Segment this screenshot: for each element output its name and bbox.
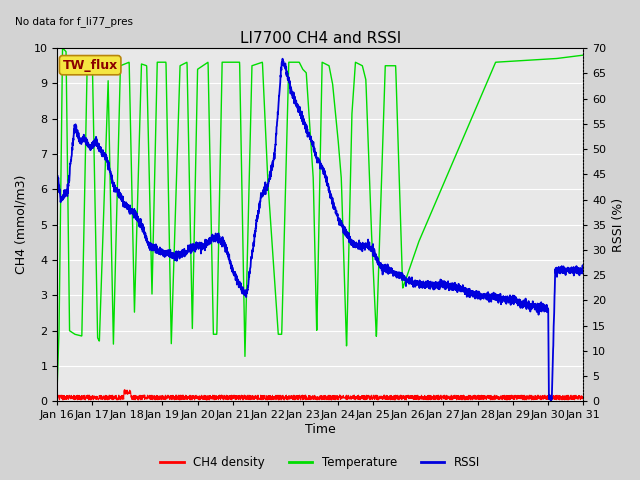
Text: No data for f_li77_pres: No data for f_li77_pres [15, 16, 133, 27]
X-axis label: Time: Time [305, 423, 335, 436]
Text: TW_flux: TW_flux [63, 59, 118, 72]
Y-axis label: RSSI (%): RSSI (%) [612, 198, 625, 252]
Title: LI7700 CH4 and RSSI: LI7700 CH4 and RSSI [239, 31, 401, 46]
Y-axis label: CH4 (mmol/m3): CH4 (mmol/m3) [15, 175, 28, 275]
Legend: CH4 density, Temperature, RSSI: CH4 density, Temperature, RSSI [156, 452, 484, 474]
